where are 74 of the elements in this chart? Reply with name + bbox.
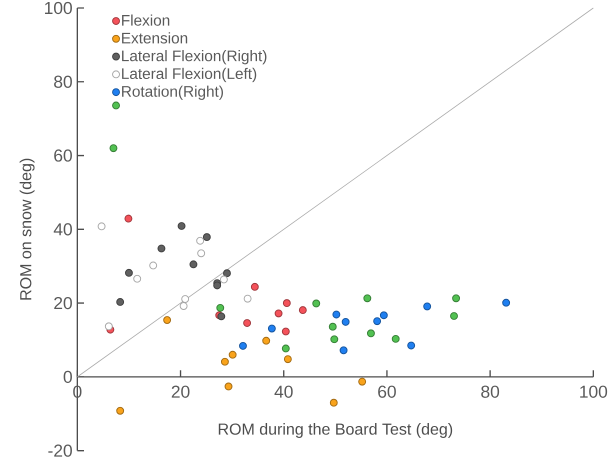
point [149, 261, 158, 270]
point [196, 236, 204, 245]
legend-label: Extension [122, 32, 188, 44]
point [220, 275, 228, 284]
legend-label: Rotation(Right) [122, 85, 223, 100]
point [220, 358, 229, 366]
x-tick-label: 100 [580, 385, 608, 398]
point [224, 382, 232, 390]
point [282, 299, 291, 307]
point [181, 294, 190, 303]
point [340, 346, 348, 354]
point [190, 260, 198, 268]
x-tick-label: 60 [378, 385, 396, 398]
point [180, 302, 188, 310]
legend-label: Lateral Flexion(Right) [122, 50, 266, 64]
point [262, 336, 270, 344]
point [98, 222, 106, 230]
point [244, 294, 252, 302]
point [298, 306, 307, 314]
x-tick-label: 40 [274, 385, 293, 398]
y-tick-label: 20 [54, 296, 72, 310]
point [452, 294, 460, 302]
point [450, 312, 458, 320]
point [332, 310, 340, 318]
point [178, 222, 186, 230]
y-axis-title: ROM on snow (deg) [20, 158, 35, 300]
point [268, 324, 276, 332]
point [373, 317, 382, 325]
point [125, 268, 133, 277]
y-tick-label: -20 [48, 444, 72, 457]
point [110, 144, 118, 152]
y-tick-label: 80 [54, 75, 72, 88]
x-axis-title: ROM during the Board Test (deg) [218, 422, 452, 438]
x-tick-label: 80 [481, 385, 500, 398]
point [342, 318, 350, 326]
point [202, 232, 211, 241]
point [250, 282, 259, 291]
point [366, 329, 375, 338]
point [423, 302, 432, 310]
point [330, 398, 338, 406]
point [358, 378, 366, 386]
legend-label: Flexion [122, 14, 170, 26]
point [197, 249, 206, 258]
point [328, 322, 337, 330]
point [116, 298, 124, 306]
point [407, 341, 416, 350]
point [223, 269, 231, 277]
point [380, 311, 388, 320]
y-tick-label: 40 [54, 223, 72, 236]
x-tick-label: 20 [172, 385, 190, 398]
legend-label: Lateral Flexion(Left) [122, 68, 256, 82]
point [392, 334, 400, 343]
point [104, 322, 113, 330]
point [216, 304, 224, 312]
point [239, 342, 247, 350]
point [243, 318, 252, 327]
point [502, 298, 510, 307]
point [284, 355, 292, 363]
point [330, 335, 338, 344]
point [124, 214, 132, 222]
point [274, 309, 283, 318]
point [133, 274, 142, 283]
point [228, 350, 237, 359]
y-tick-label: 0 [64, 370, 72, 383]
point [363, 294, 372, 302]
point [213, 281, 222, 290]
y-tick-label: 100 [45, 2, 72, 14]
point [163, 316, 172, 324]
point [282, 327, 290, 336]
point [312, 299, 320, 308]
y-tick-label: 60 [54, 149, 72, 162]
point [116, 406, 124, 415]
point [282, 344, 290, 352]
point [158, 244, 166, 252]
